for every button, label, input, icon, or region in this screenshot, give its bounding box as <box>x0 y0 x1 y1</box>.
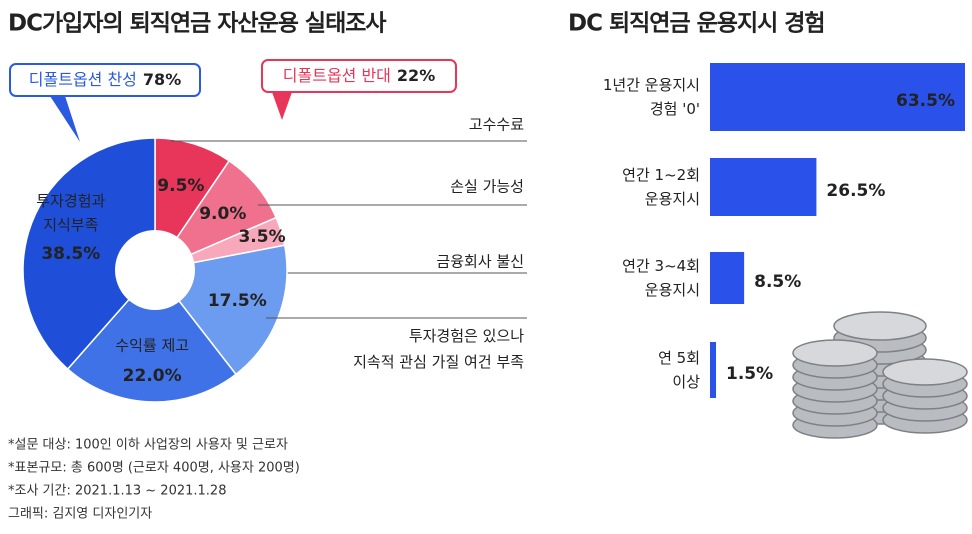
group-value: 22% <box>397 66 435 85</box>
group-label: 디폴트옵션 찬성 78% <box>29 70 181 89</box>
bar <box>710 342 717 398</box>
donut-segment <box>22 137 156 371</box>
bar <box>710 63 965 131</box>
bar-value-label: 26.5% <box>826 181 885 201</box>
category-label: 손실 가능성 <box>450 178 524 196</box>
donut-title: DC가입자의 퇴직연금 자산운용 실태조사 <box>8 11 386 37</box>
category-label: 투자경험은 있으나 지속적 관심 가질 여건 부족 <box>353 327 524 371</box>
category-label: 투자경험과 지식부족 <box>36 192 105 234</box>
category-label: 연간 1~2회 운용지시 <box>622 166 700 208</box>
bar <box>710 252 745 304</box>
note: *표본규모: 총 600명 (근로자 400명, 사용자 200명) <box>8 461 300 476</box>
donut-segment <box>66 268 237 403</box>
category-label: 금융회사 불신 <box>436 253 524 271</box>
segment-value-label: 9.5% <box>157 176 204 196</box>
bar-value-label: 1.5% <box>726 364 773 384</box>
group-name: 디폴트옵션 찬성 <box>29 70 137 89</box>
category-label: 고수수료 <box>469 116 524 134</box>
group-name: 디폴트옵션 반대 <box>283 66 391 85</box>
bar-value-label: 63.5% <box>896 91 955 111</box>
note: *조사 기간: 2021.1.13 ~ 2021.1.28 <box>8 484 226 499</box>
bar <box>710 158 817 216</box>
note: *설문 대상: 100인 이하 사업장의 사용자 및 근로자 <box>8 438 288 453</box>
segment-value-label: 22.0% <box>123 366 182 386</box>
segment-value-label: 38.5% <box>41 244 100 264</box>
group-box <box>261 59 457 93</box>
coins <box>792 311 968 439</box>
category-label: 연간 3~4회 운용지시 <box>622 257 700 299</box>
segment-value-label: 17.5% <box>208 291 267 311</box>
category-label: 1년간 운용지시 경험 '0' <box>603 76 700 118</box>
group-pointer <box>50 96 80 142</box>
category-label: 수익률 제고 <box>115 336 189 354</box>
donut-hole <box>115 230 195 310</box>
bar-title: DC 퇴직연금 운용지시 경험 <box>568 11 825 37</box>
bar-value-label: 8.5% <box>754 272 801 292</box>
group-label: 디폴트옵션 반대 22% <box>283 66 435 85</box>
segment-value-label: 9.0% <box>199 204 246 224</box>
segment-value-label: 3.5% <box>238 227 285 247</box>
note: 그래픽: 김지영 디자인기자 <box>8 507 152 522</box>
group-value: 78% <box>143 70 181 89</box>
category-label: 연 5회 이상 <box>658 349 700 391</box>
group-pointer <box>272 92 292 120</box>
group-box <box>9 63 201 97</box>
